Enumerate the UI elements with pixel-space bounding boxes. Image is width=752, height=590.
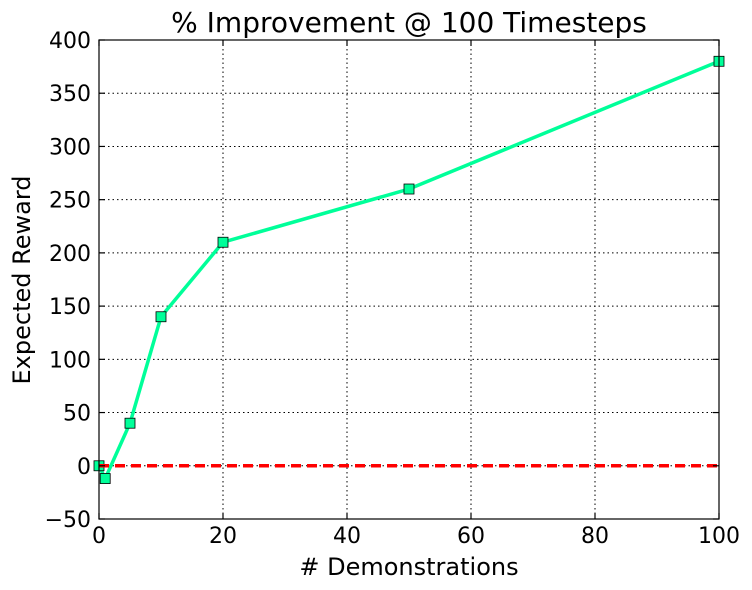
y-tick-label: 100 bbox=[49, 348, 91, 373]
ticks bbox=[98, 39, 720, 520]
x-tick-label: 20 bbox=[209, 524, 237, 549]
x-tick-label: 60 bbox=[457, 524, 485, 549]
x-tick-label: 80 bbox=[581, 524, 609, 549]
y-tick-label: 350 bbox=[49, 82, 91, 107]
y-tick-label: 300 bbox=[49, 135, 91, 160]
y-tick-label: 50 bbox=[63, 402, 91, 427]
x-axis-label: # Demonstrations bbox=[299, 553, 518, 581]
y-tick-label: 150 bbox=[49, 295, 91, 320]
grid bbox=[99, 40, 719, 519]
y-tick-label: −50 bbox=[45, 508, 91, 533]
x-tick-label: 40 bbox=[333, 524, 361, 549]
x-tick-label: 0 bbox=[92, 524, 106, 549]
data-point-marker bbox=[155, 311, 167, 323]
data-point-marker bbox=[99, 473, 111, 484]
y-axis-label: Expected Reward bbox=[8, 176, 36, 385]
y-tick-labels: −50 0 50 100 150 200 250 300 350 400 bbox=[45, 29, 91, 533]
y-tick-label: 250 bbox=[49, 189, 91, 214]
y-tick-label: 400 bbox=[49, 29, 91, 54]
series-layer bbox=[93, 55, 725, 484]
data-point-marker bbox=[403, 183, 415, 195]
chart-title: % Improvement @ 100 Timesteps bbox=[171, 6, 647, 39]
plot-frame bbox=[98, 39, 720, 520]
data-point-marker bbox=[124, 417, 136, 429]
x-tick-labels: 0 20 40 60 80 100 bbox=[92, 524, 740, 549]
x-tick-label: 100 bbox=[698, 524, 740, 549]
improvement-line bbox=[97, 59, 720, 481]
y-tick-label: 200 bbox=[49, 242, 91, 267]
data-point-marker bbox=[217, 236, 229, 248]
y-tick-label: 0 bbox=[77, 455, 91, 480]
